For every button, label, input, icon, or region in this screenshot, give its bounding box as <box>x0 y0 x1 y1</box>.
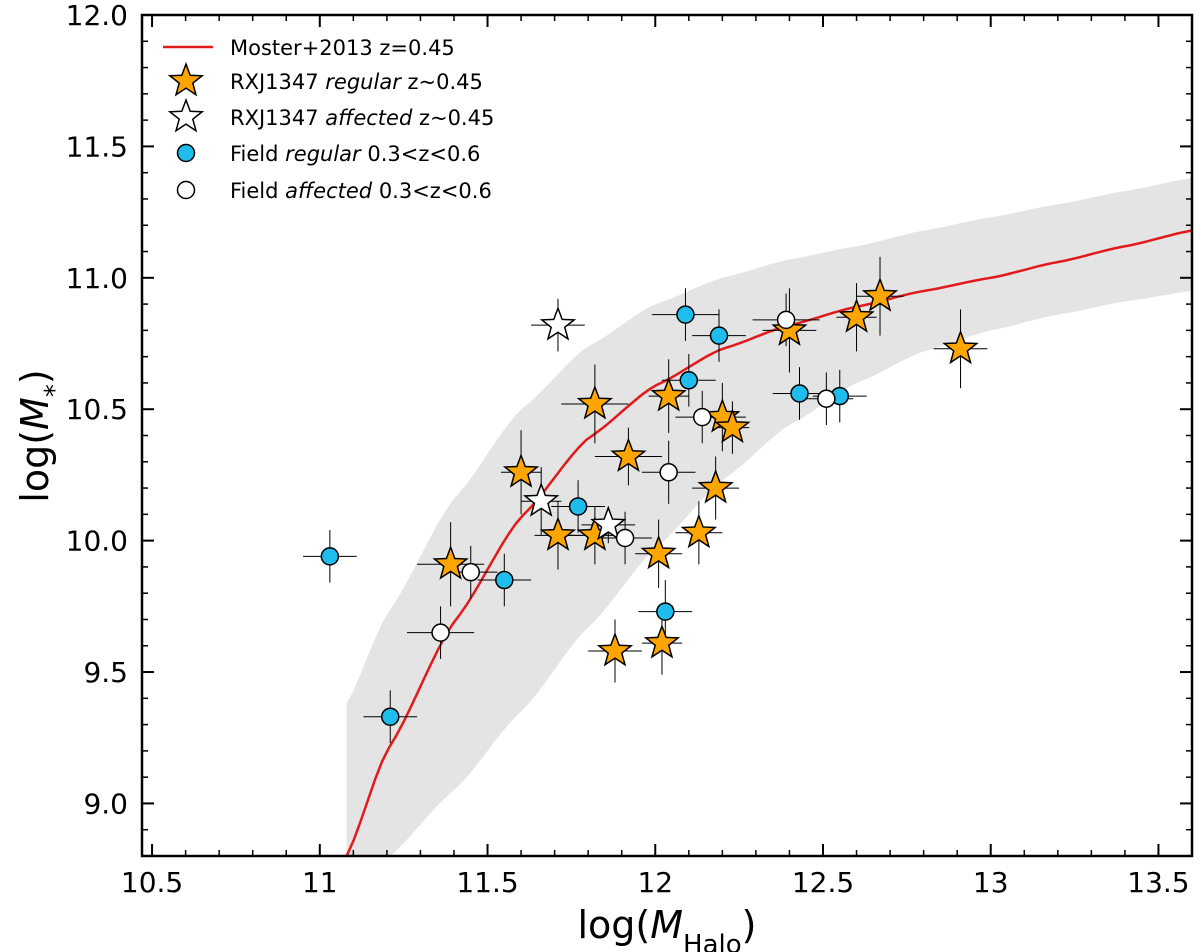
legend-label-part: affected <box>325 106 413 130</box>
data-point-layer <box>320 277 979 726</box>
axis-label-variable: M <box>650 903 683 947</box>
legend-entry-star-affected: RXJ1347 affected z~0.45 <box>167 97 494 133</box>
circle-point-circle-regular-8 <box>790 384 809 403</box>
star-point-star-affected-0 <box>539 305 577 341</box>
star-point-star-regular-9 <box>650 376 687 412</box>
star-point-star-regular-13 <box>714 408 751 444</box>
star-point-star-regular-1 <box>502 453 540 488</box>
star-point-star-regular-5 <box>596 631 634 667</box>
circle-point-circle-affected-4 <box>692 407 712 427</box>
star-point-star-regular-2 <box>539 516 577 551</box>
axis-label-variable: M <box>13 397 57 430</box>
legend-circle-icon <box>176 180 196 200</box>
star-point-star-regular-6 <box>610 437 647 473</box>
x-axis-label: log(MHalo) <box>577 903 756 952</box>
axis-ticks: 10.5 11 11.5 12 12.5 13 13.5 9.0 9.5 10.0 10.5 11.0… <box>66 0 1193 899</box>
circle-point-circle-regular-6 <box>679 371 699 390</box>
circle-point-circle-regular-7 <box>709 326 729 345</box>
circle-point-circle-regular-1 <box>380 707 400 726</box>
legend-label-part: RXJ1347 <box>230 106 325 130</box>
x-tick-label: 13 <box>973 866 1009 899</box>
legend-label-part: z~0.45 <box>401 70 483 94</box>
circle-point-circle-regular-5 <box>676 305 695 324</box>
y-tick-label: 9.5 <box>83 656 128 689</box>
star-point-star-regular-3 <box>576 384 614 420</box>
uncertainty-band-layer <box>346 177 1192 856</box>
legend-label-part: regular <box>285 142 362 166</box>
star-point-star-regular-17 <box>942 329 979 365</box>
circle-point-circle-affected-5 <box>776 310 796 330</box>
y-tick-label: 11.0 <box>66 262 128 295</box>
legend-label-part: Field <box>230 179 285 203</box>
circle-point-circle-affected-1 <box>461 562 481 582</box>
legend-entry-line: Moster+2013 z=0.45 <box>163 36 455 60</box>
star-point-star-regular-0 <box>432 545 469 580</box>
circle-point-circle-regular-4 <box>656 602 675 621</box>
star-point-star-regular-7 <box>640 534 677 570</box>
x-tick-label: 11 <box>302 866 338 899</box>
legend-entry-circle-regular: Field regular 0.3<z<0.6 <box>176 142 480 166</box>
legend-label: RXJ1347 affected z~0.45 <box>230 106 494 130</box>
legend-label: Field affected 0.3<z<0.6 <box>230 179 492 203</box>
x-tick-label: 12 <box>637 866 673 899</box>
legend-label-part: 0.3<z<0.6 <box>361 142 481 166</box>
y-tick-label: 10.0 <box>66 525 128 558</box>
legend-star-icon <box>167 61 205 97</box>
circle-point-circle-regular-3 <box>568 497 588 516</box>
x-tick-label: 13.5 <box>1127 866 1189 899</box>
star-point-star-regular-10 <box>680 513 718 549</box>
legend-entry-star-regular: RXJ1347 regular z~0.45 <box>167 61 483 97</box>
model-curve-layer <box>345 229 1192 856</box>
axis-label-subscript: * <box>40 384 70 397</box>
legend-star-icon <box>167 97 205 133</box>
legend-label: Moster+2013 z=0.45 <box>230 36 455 60</box>
legend-label: Field regular 0.3<z<0.6 <box>230 142 480 166</box>
star-point-star-regular-16 <box>861 277 899 312</box>
circle-point-circle-affected-0 <box>431 623 450 642</box>
legend-label-part: affected <box>285 179 373 203</box>
x-tick-label: 10.5 <box>121 866 183 899</box>
circle-point-circle-affected-3 <box>659 463 678 482</box>
axis-label-prefix: log( <box>13 430 57 503</box>
circle-point-circle-affected-2 <box>615 528 635 548</box>
legend-label: RXJ1347 regular z~0.45 <box>230 70 483 94</box>
legend-entry-circle-affected: Field affected 0.3<z<0.6 <box>176 179 492 203</box>
legend-label-part: RXJ1347 <box>230 70 325 94</box>
x-tick-label: 11.5 <box>456 866 518 899</box>
legend-label-part: regular <box>325 70 402 94</box>
axis-label-suffix: ) <box>13 369 57 384</box>
y-tick-label: 10.5 <box>66 393 128 426</box>
y-tick-label: 9.0 <box>83 787 128 820</box>
legend-circle-icon <box>176 143 196 163</box>
y-axis-label: log(M*) <box>13 369 70 502</box>
axis-label-subscript: Halo <box>683 930 742 952</box>
legend-label-part: Field <box>230 142 285 166</box>
star-point-star-affected-2 <box>590 505 627 541</box>
legend: Moster+2013 z=0.45 RXJ1347 regular z~0.45… <box>163 36 494 203</box>
axis-label-prefix: log( <box>577 903 650 947</box>
star-point-star-regular-8 <box>643 623 681 659</box>
circle-point-circle-affected-6 <box>817 389 836 408</box>
moster-uncertainty-band <box>346 177 1192 856</box>
star-point-star-regular-14 <box>771 311 808 346</box>
star-point-star-affected-1 <box>522 482 560 517</box>
circle-point-circle-regular-2 <box>495 570 514 590</box>
star-point-star-regular-11 <box>697 468 734 504</box>
moster-2013-curve <box>345 229 1192 856</box>
star-point-star-regular-15 <box>838 298 875 333</box>
legend-label-part: Moster+2013 z=0.45 <box>230 36 455 60</box>
legend-label-part: z~0.45 <box>412 106 494 130</box>
y-tick-label: 12.0 <box>66 0 128 32</box>
legend-label-part: 0.3<z<0.6 <box>372 179 492 203</box>
y-tick-label: 11.5 <box>66 130 128 163</box>
circle-point-circle-regular-0 <box>320 547 340 566</box>
axis-label-suffix: ) <box>742 903 757 947</box>
x-tick-label: 12.5 <box>792 866 854 899</box>
